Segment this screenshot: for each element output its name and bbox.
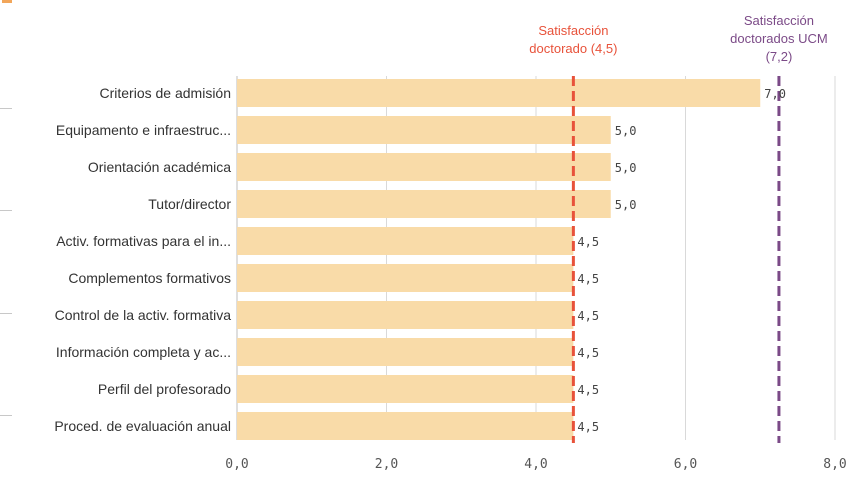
bar xyxy=(237,412,574,440)
labels: 0,0 2,0 4,0 6,0 8,0 Criterios de admisión 7,0 E… xyxy=(54,13,846,472)
reference-line-label: doctorado (4,5) xyxy=(529,41,617,56)
panel-divider xyxy=(0,108,12,109)
corner-accent xyxy=(2,0,12,3)
value-label: 4,5 xyxy=(577,235,599,249)
value-label: 4,5 xyxy=(577,383,599,397)
bars xyxy=(237,79,761,440)
category-label: Criterios de admisión xyxy=(100,85,232,101)
value-label: 5,0 xyxy=(615,124,637,138)
value-label: 4,5 xyxy=(577,309,599,323)
x-tick-label: 2,0 xyxy=(375,457,398,472)
x-tick-label: 0,0 xyxy=(225,457,248,472)
x-tick-label: 6,0 xyxy=(674,457,697,472)
value-label: 4,5 xyxy=(577,346,599,360)
bar xyxy=(237,264,574,292)
bar xyxy=(237,153,611,181)
bar xyxy=(237,79,761,107)
reference-line-label: Satisfacción xyxy=(538,23,608,38)
panel-divider xyxy=(0,415,12,416)
x-tick-label: 8,0 xyxy=(823,457,846,472)
category-label: Complementos formativos xyxy=(68,270,231,286)
category-label: Tutor/director xyxy=(148,196,231,212)
bar xyxy=(237,227,574,255)
value-label: 5,0 xyxy=(615,161,637,175)
category-label: Perfil del profesorado xyxy=(98,381,231,397)
panel-divider xyxy=(0,313,12,314)
x-tick-label: 4,0 xyxy=(524,457,547,472)
value-label: 4,5 xyxy=(577,420,599,434)
reference-lines xyxy=(571,76,781,443)
bar xyxy=(237,116,611,144)
bar xyxy=(237,375,574,403)
value-label: 5,0 xyxy=(615,198,637,212)
bar xyxy=(237,301,574,329)
category-label: Activ. formativas para el in... xyxy=(56,233,231,249)
value-label: 7,0 xyxy=(764,87,786,101)
category-label: Orientación académica xyxy=(88,159,231,175)
bar xyxy=(237,190,611,218)
bar xyxy=(237,338,574,366)
reference-line-label: (7,2) xyxy=(766,49,793,64)
category-label: Control de la activ. formativa xyxy=(55,307,232,323)
category-label: Equipamento e infraestruc... xyxy=(56,122,231,138)
category-label: Información completa y ac... xyxy=(56,344,231,360)
value-label: 4,5 xyxy=(577,272,599,286)
category-label: Proced. de evaluación anual xyxy=(54,418,231,434)
reference-line-label: Satisfacción xyxy=(744,13,814,28)
reference-line-label: doctorados UCM xyxy=(730,31,828,46)
panel-divider xyxy=(0,210,12,211)
